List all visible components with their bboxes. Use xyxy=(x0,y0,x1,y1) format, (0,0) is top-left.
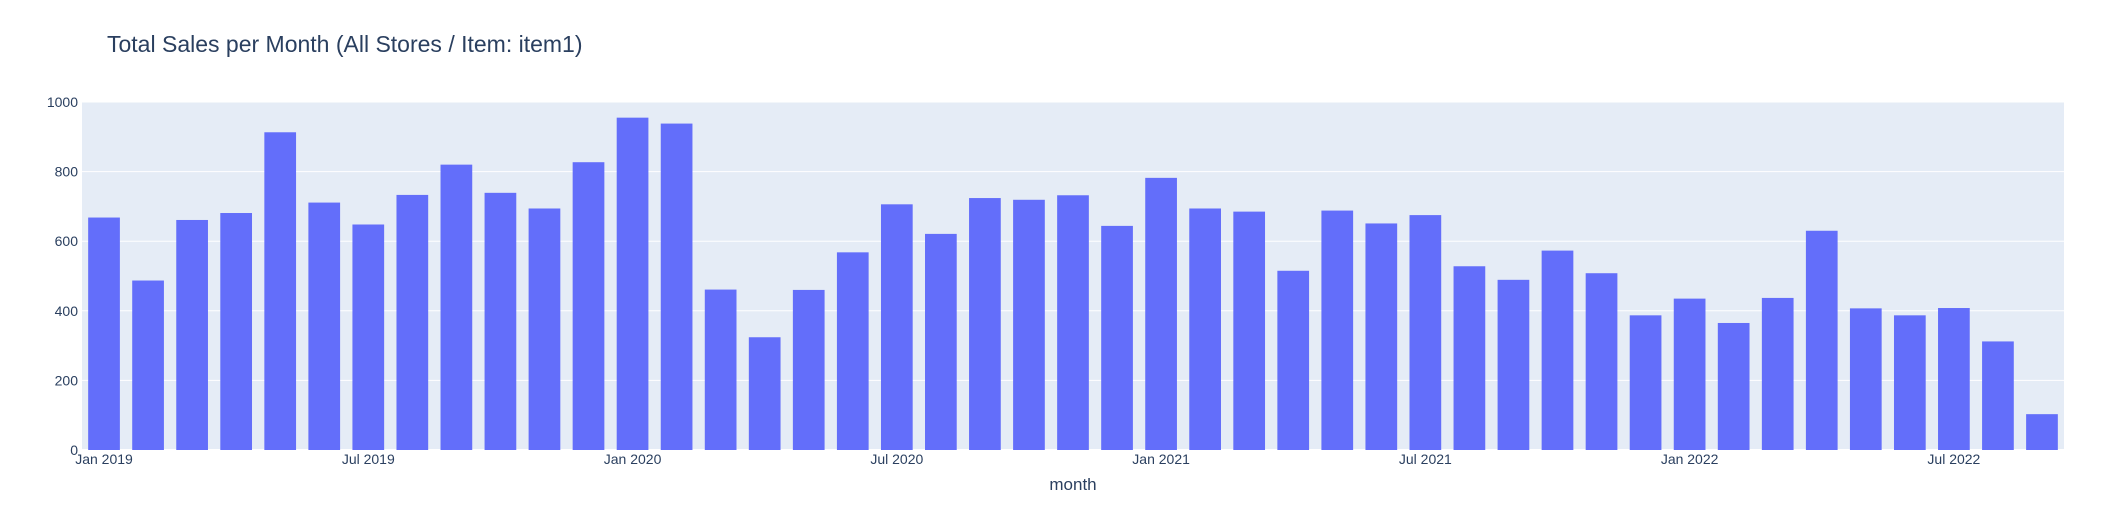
bar-2020-10[interactable] xyxy=(1013,199,1045,450)
bar-2019-12[interactable] xyxy=(572,162,605,451)
bar-2019-04[interactable] xyxy=(220,213,253,450)
bar-2020-05[interactable] xyxy=(792,289,825,450)
x-axis-title: month xyxy=(1049,475,1096,494)
bar-2019-09[interactable] xyxy=(440,164,473,450)
x-tick-label: Jan 2021 xyxy=(1132,451,1190,467)
bar-2019-11[interactable] xyxy=(528,208,561,450)
bar-2021-12[interactable] xyxy=(1629,315,1662,450)
bar-2021-03[interactable] xyxy=(1233,211,1266,450)
bar-2020-06[interactable] xyxy=(836,252,869,450)
bar-2020-12[interactable] xyxy=(1101,225,1133,450)
y-tick-label: 1000 xyxy=(47,94,78,110)
chart-title: Total Sales per Month (All Stores / Item… xyxy=(107,31,583,57)
x-tick-label: Jul 2019 xyxy=(342,451,395,467)
bar-2020-02[interactable] xyxy=(660,123,693,451)
y-tick-label: 0 xyxy=(70,442,78,458)
bar-2020-11[interactable] xyxy=(1057,195,1089,450)
x-tick-label: Jul 2022 xyxy=(1927,451,1980,467)
bar-2022-05[interactable] xyxy=(1849,308,1882,450)
x-tick-label: Jan 2022 xyxy=(1661,451,1719,467)
bar-2022-02[interactable] xyxy=(1717,322,1750,450)
bar-2022-04[interactable] xyxy=(1805,230,1838,450)
bar-2020-09[interactable] xyxy=(969,198,1001,450)
bar-2019-07[interactable] xyxy=(352,224,385,450)
bar-2019-02[interactable] xyxy=(132,280,164,450)
bar-2019-10[interactable] xyxy=(484,192,517,450)
bar-2020-03[interactable] xyxy=(704,289,737,450)
bar-2021-01[interactable] xyxy=(1145,177,1177,450)
bar-2019-03[interactable] xyxy=(176,219,208,450)
bar-2022-03[interactable] xyxy=(1761,297,1794,450)
bar-2019-08[interactable] xyxy=(396,194,429,450)
y-tick-label: 200 xyxy=(55,372,79,388)
x-tick-label: Jul 2020 xyxy=(870,451,923,467)
y-tick-label: 600 xyxy=(55,233,79,249)
bar-2020-04[interactable] xyxy=(748,337,781,450)
bar-2021-08[interactable] xyxy=(1453,266,1486,450)
bar-2021-06[interactable] xyxy=(1365,223,1398,450)
bar-2021-02[interactable] xyxy=(1189,208,1221,450)
y-tick-label: 400 xyxy=(55,303,79,319)
bar-2020-01[interactable] xyxy=(616,117,649,450)
bar-2021-11[interactable] xyxy=(1585,273,1618,450)
x-tick-label: Jul 2021 xyxy=(1399,451,1452,467)
bar-2021-04[interactable] xyxy=(1277,270,1310,450)
bar-2020-08[interactable] xyxy=(925,233,957,450)
x-tick-label: Jan 2020 xyxy=(604,451,662,467)
y-axis-ticks: 0 200 400 600 800 1000 xyxy=(47,94,78,458)
bar-2022-06[interactable] xyxy=(1893,315,1926,450)
y-tick-label: 800 xyxy=(55,164,79,180)
bar-2020-07[interactable] xyxy=(880,204,913,450)
bar-2021-10[interactable] xyxy=(1541,250,1574,450)
x-axis-ticks: Jan 2019 Jul 2019 Jan 2020 Jul 2020 Jan 2021… xyxy=(75,451,1980,467)
bar-2019-05[interactable] xyxy=(264,132,297,450)
bar-2022-01[interactable] xyxy=(1673,298,1706,450)
bar-2021-07[interactable] xyxy=(1409,215,1442,450)
bar-2022-08[interactable] xyxy=(1982,341,2014,450)
bar-2019-01[interactable] xyxy=(88,217,120,450)
bar-series xyxy=(88,117,2058,451)
bar-2021-09[interactable] xyxy=(1497,279,1530,450)
bar-2019-06[interactable] xyxy=(308,202,341,450)
x-tick-label: Jan 2019 xyxy=(75,451,133,467)
bar-2021-05[interactable] xyxy=(1321,210,1354,450)
bar-2022-07[interactable] xyxy=(1938,308,1970,450)
bar-2022-09[interactable] xyxy=(2026,414,2058,450)
